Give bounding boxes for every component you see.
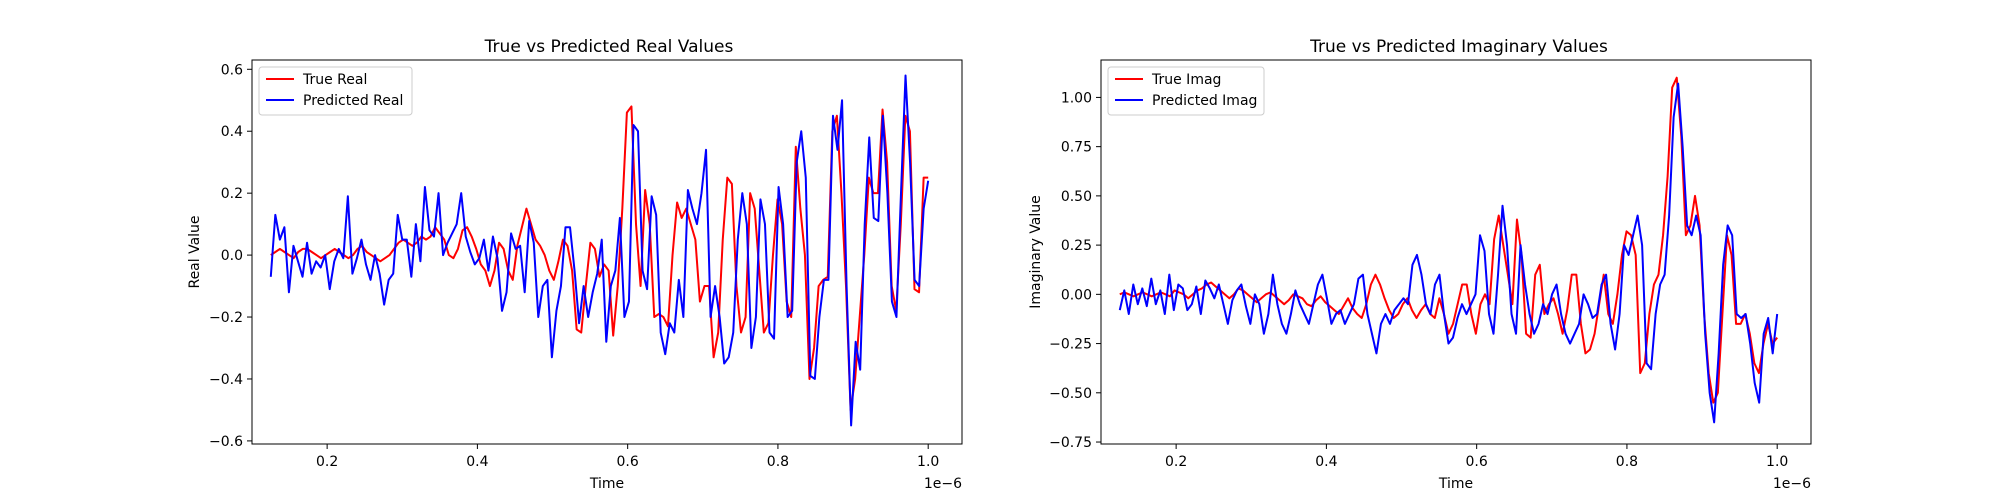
legend: True Real Predicted Real — [258, 66, 413, 116]
x-tick-label: 0.8 — [1616, 454, 1638, 470]
legend-box — [258, 66, 413, 116]
x-tick-label: 0.6 — [617, 454, 639, 470]
x-tick-label: 0.6 — [1466, 454, 1488, 470]
y-axis-label: Real Value — [187, 215, 203, 288]
x-axis-label: Time — [589, 476, 624, 492]
plot-lines — [1118, 76, 1779, 424]
y-tick-label: −0.75 — [1049, 435, 1092, 451]
series-line-true-real — [270, 105, 929, 411]
y-tick-label: 0.4 — [221, 124, 243, 140]
chart-title: True vs Predicted Imaginary Values — [1309, 37, 1608, 57]
legend-label-predicted-imag: Predicted Imag — [1152, 93, 1257, 109]
x-offset-label: 1e−6 — [1773, 476, 1811, 492]
y-tick-label: −0.4 — [209, 372, 243, 388]
x-tick-label: 1.0 — [1766, 454, 1788, 470]
x-tick-label: 0.4 — [1315, 454, 1337, 470]
x-tick-label: 0.8 — [767, 454, 789, 470]
legend: True Imag Predicted Imag — [1107, 66, 1265, 116]
plot-lines — [269, 74, 930, 427]
y-tick-label: 0.25 — [1061, 238, 1092, 254]
legend-box — [1107, 66, 1265, 116]
y-tick-label: −0.6 — [209, 434, 243, 450]
legend-label-true-real: True Real — [302, 72, 367, 88]
x-tick-label: 0.2 — [316, 454, 338, 470]
y-tick-label: 0.50 — [1061, 189, 1092, 205]
y-tick-label: −0.50 — [1049, 386, 1092, 402]
y-tick-label: −0.2 — [209, 310, 243, 326]
y-tick-label: 1.00 — [1061, 90, 1092, 106]
plot-frame — [251, 59, 963, 445]
x-tick-label: 1.0 — [917, 454, 939, 470]
y-tick-label: 0.2 — [221, 186, 243, 202]
series-line-predicted-imag — [1118, 82, 1779, 424]
legend-label-predicted-real: Predicted Real — [303, 93, 403, 109]
real-values-chart: True vs Predicted Real Values 0.2 0.4 0.6 0… — [187, 37, 963, 492]
x-tick-label: 0.2 — [1165, 454, 1187, 470]
y-tick-label: 0.6 — [221, 62, 243, 78]
y-tick-label: −0.25 — [1049, 337, 1092, 353]
imaginary-values-chart: True vs Predicted Imaginary Values 0.2 0.… — [1028, 37, 1812, 492]
y-axis-label: Imaginary Value — [1028, 195, 1044, 309]
chart-title: True vs Predicted Real Values — [484, 37, 734, 57]
series-line-predicted-real — [269, 74, 930, 427]
legend-label-true-imag: True Imag — [1151, 72, 1221, 88]
series-line-true-imag — [1119, 76, 1778, 404]
x-axis-label: Time — [1438, 476, 1473, 492]
x-offset-label: 1e−6 — [924, 476, 962, 492]
y-tick-label: 0.0 — [221, 248, 243, 264]
x-tick-label: 0.4 — [466, 454, 488, 470]
plot-frame — [1100, 59, 1812, 445]
y-tick-label: 0.00 — [1061, 287, 1092, 303]
y-tick-label: 0.75 — [1061, 140, 1092, 156]
